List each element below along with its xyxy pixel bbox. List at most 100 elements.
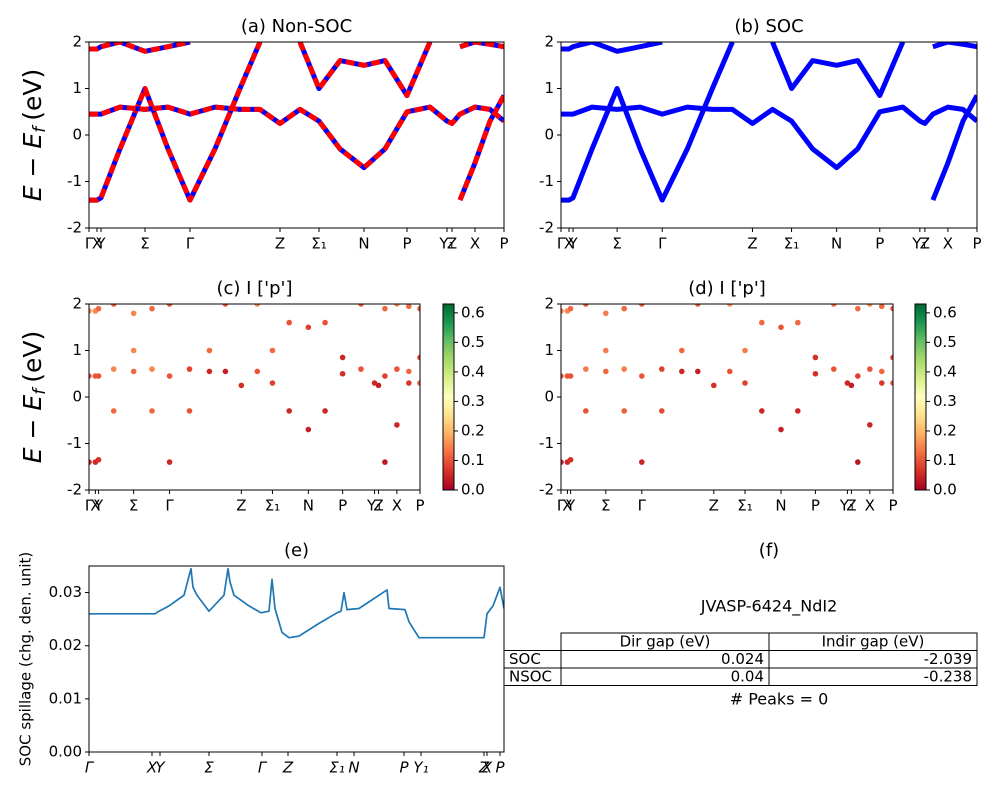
band-point [95,305,102,312]
x-tick-label: Σ₁ [329,759,345,777]
band-point [95,456,102,463]
band-point [812,354,819,361]
x-tick-label: Σ₁ [784,235,800,253]
x-tick-label: Σ [129,497,138,515]
plot-area [89,304,420,465]
band-point [339,354,346,361]
band-point [394,366,400,372]
band-point [110,366,117,372]
colorbar-tick-label: 0.6 [461,303,485,321]
band-point [305,324,312,331]
colorbar-tick-label: 0.6 [933,303,957,321]
y-tick-label: 1 [72,341,82,359]
x-tick-label: Γ [557,235,566,253]
band-point [695,368,701,375]
x-tick-label: Σ [204,759,214,777]
band-point [322,319,328,326]
x-tick-label: Γ [85,235,94,253]
panel-title: (f) [759,540,779,561]
x-tick-label: X [146,759,158,777]
band-point [679,368,685,375]
band-point [417,380,420,386]
x-tick-label: Z [282,759,294,777]
y-tick-label: -1 [67,434,82,452]
x-tick-label: Y₁ [839,497,855,515]
band-point [561,373,564,379]
colorbar-tick-label: 0.2 [933,421,957,439]
band-point [95,373,102,379]
x-tick-label: Γ [165,497,174,515]
panel-title: (b) SOC [734,16,803,37]
colorbar [442,303,455,491]
band-point [778,426,784,433]
band-point [382,305,388,312]
band-point [166,459,173,465]
band-point [879,380,885,386]
x-tick-label: P [399,759,409,777]
band-line [89,104,504,171]
x-tick-label: X [865,497,875,515]
x-tick-label: Y [567,235,578,253]
band-point [149,305,155,312]
y-tick-label: 2 [72,295,82,313]
y-tick-label: 0 [72,126,82,144]
band-point [406,368,412,375]
band-point [867,422,873,428]
y-tick-label: 2 [544,295,554,313]
y-tick-label: 0 [544,126,554,144]
x-tick-label: Y₁ [413,759,428,777]
band-point [186,408,193,414]
y-tick-label: 0 [544,388,554,406]
y-tick-label: 2 [72,33,82,51]
colorbar-tick-label: 0.0 [461,481,485,499]
band-point [890,305,893,312]
y-axis-label: E − Ef (eV) [18,69,50,201]
band-point [855,373,861,379]
band-point [166,373,173,379]
panel-title: (e) [284,540,309,561]
band-point [375,382,382,389]
band-point [848,382,855,389]
band-point [394,422,400,428]
band-point [269,380,276,386]
x-tick-label: N [358,235,369,253]
y-axis-label: E − Ef (eV) [18,331,50,463]
plot-area [89,567,504,639]
x-tick-label: Y [155,759,166,777]
band-point [679,347,685,354]
band-point [567,305,574,312]
x-tick-label: P [499,235,508,253]
band-point [831,304,837,307]
band-point [417,354,420,361]
x-tick-label: X [562,497,572,515]
table-title: JVASP-6424_NdI2 [700,597,838,617]
band-point [759,319,765,326]
band-point [855,459,861,465]
y-tick-label: -2 [539,219,554,237]
x-tick-label: N [831,235,842,253]
band-point [742,347,748,354]
y-tick-label: -1 [539,172,554,190]
band-point [621,305,627,312]
x-tick-label: Y [93,497,104,515]
colorbar-tick-label: 0.5 [461,333,485,351]
y-axis-label: SOC spillage (chg. den. unit) [17,552,35,767]
band-point [238,382,245,389]
band-point [567,456,574,463]
band-point [222,304,229,307]
band-point [759,408,765,414]
band-point [795,408,801,414]
spillage-line [89,567,504,639]
band-point [603,368,609,375]
band-line [561,42,977,203]
x-tick-label: Y₁ [911,235,927,253]
colorbar-tick-label: 0.4 [461,362,485,380]
x-tick-label: X [470,235,480,253]
band-point [149,366,155,372]
band-point [711,382,717,389]
x-tick-label: Γ [85,497,94,515]
band-point [561,459,564,465]
colorbar-tick-label: 0.3 [461,392,485,410]
panel-title: (c) I ['p'] [216,278,292,299]
